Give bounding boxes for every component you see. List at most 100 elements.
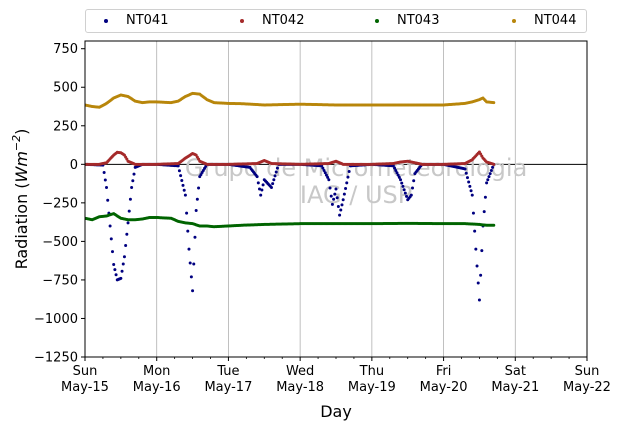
data-point — [182, 188, 186, 192]
x-axis: SunMay-15MonMay-16TueMay-17WedMay-18ThuM… — [61, 357, 611, 395]
series-nt042 — [85, 150, 496, 166]
data-point — [401, 184, 405, 188]
data-point — [275, 166, 279, 170]
data-point — [338, 213, 342, 217]
data-point — [341, 198, 345, 202]
series-layer — [85, 91, 496, 302]
data-point — [410, 186, 414, 190]
data-point — [132, 172, 136, 176]
data-point — [400, 181, 404, 185]
data-point — [405, 194, 409, 198]
data-point — [105, 185, 109, 189]
data-point — [180, 179, 184, 183]
x-tick-label-date: May-20 — [420, 380, 468, 395]
y-tick-label: −750 — [42, 273, 78, 288]
x-tick-label-day: Thu — [359, 364, 384, 379]
data-point — [470, 193, 474, 197]
data-point — [188, 261, 192, 265]
data-point — [335, 196, 339, 200]
data-point — [403, 191, 407, 195]
data-point — [336, 204, 340, 208]
data-point — [480, 249, 484, 253]
y-tick-label: 750 — [53, 42, 78, 57]
data-point — [186, 229, 190, 233]
data-point — [464, 171, 468, 175]
data-point — [339, 208, 343, 212]
x-tick-label-day: Sun — [73, 364, 98, 379]
y-tick-label: −500 — [42, 235, 78, 250]
y-tick-label: −1000 — [34, 312, 78, 327]
data-point — [344, 186, 348, 190]
data-point — [124, 244, 128, 248]
y-tick-label: 0 — [70, 158, 78, 173]
x-tick-label-day: Wed — [286, 364, 314, 379]
data-point — [194, 209, 198, 213]
data-point — [492, 101, 496, 105]
grid-lines — [156, 41, 516, 357]
data-point — [193, 235, 197, 239]
data-point — [269, 185, 273, 189]
data-point — [108, 224, 112, 228]
data-point — [471, 211, 475, 215]
data-point — [396, 173, 400, 177]
data-point — [113, 268, 117, 272]
data-point — [487, 175, 491, 179]
data-point — [473, 229, 477, 233]
data-point — [492, 162, 496, 166]
x-tick-label-day: Sun — [575, 364, 600, 379]
data-point — [256, 181, 260, 185]
data-point — [329, 194, 333, 198]
data-point — [259, 193, 263, 197]
data-point — [258, 187, 262, 191]
data-point — [492, 223, 496, 227]
data-point — [474, 247, 478, 251]
data-point — [347, 170, 351, 174]
y-axis: −1250 −1000 −750 −500 −250 0 250 500 750 — [34, 42, 85, 366]
data-point — [402, 188, 406, 192]
data-point — [197, 186, 201, 190]
data-point — [321, 166, 325, 170]
data-point — [395, 171, 399, 175]
data-point — [333, 192, 337, 196]
y-tick-label: −1250 — [34, 351, 78, 366]
x-tick-label-date: May-19 — [348, 380, 396, 395]
data-point — [463, 167, 467, 171]
data-point — [465, 176, 469, 180]
data-point — [345, 181, 349, 185]
y-axis-label-suffix: ) — [12, 129, 31, 135]
x-tick-label-day: Sat — [505, 364, 526, 379]
x-tick-label-date: May-22 — [563, 380, 611, 395]
y-axis-label: Radiation (Wm−2) — [10, 129, 31, 270]
data-point — [191, 289, 195, 293]
data-point — [475, 264, 479, 268]
data-point — [399, 178, 403, 182]
data-point — [260, 188, 264, 192]
data-point — [393, 166, 397, 170]
legend-label: NT043 — [397, 13, 440, 28]
y-axis-label-unit: Wm — [12, 151, 31, 182]
data-point — [176, 164, 180, 168]
data-point — [185, 211, 189, 215]
data-point — [476, 281, 480, 285]
data-point — [195, 197, 199, 201]
data-point — [412, 179, 416, 183]
data-point — [409, 193, 413, 197]
data-point — [468, 184, 472, 188]
data-point — [489, 168, 493, 172]
watermark-line-1: Grupo de Micrometeorologia — [185, 154, 527, 182]
data-point — [340, 203, 344, 207]
data-point — [122, 255, 126, 259]
data-point — [323, 171, 327, 175]
data-point — [121, 262, 125, 266]
data-point — [274, 170, 278, 174]
data-point — [483, 195, 487, 199]
y-tick-label: −250 — [42, 196, 78, 211]
legend-marker — [240, 19, 244, 23]
legend-marker — [104, 19, 108, 23]
data-point — [102, 171, 106, 175]
data-point — [187, 247, 191, 251]
x-axis-label: Day — [320, 402, 352, 421]
y-axis-label-prefix: Radiation ( — [12, 182, 31, 269]
data-point — [485, 181, 489, 185]
data-point — [120, 269, 124, 273]
